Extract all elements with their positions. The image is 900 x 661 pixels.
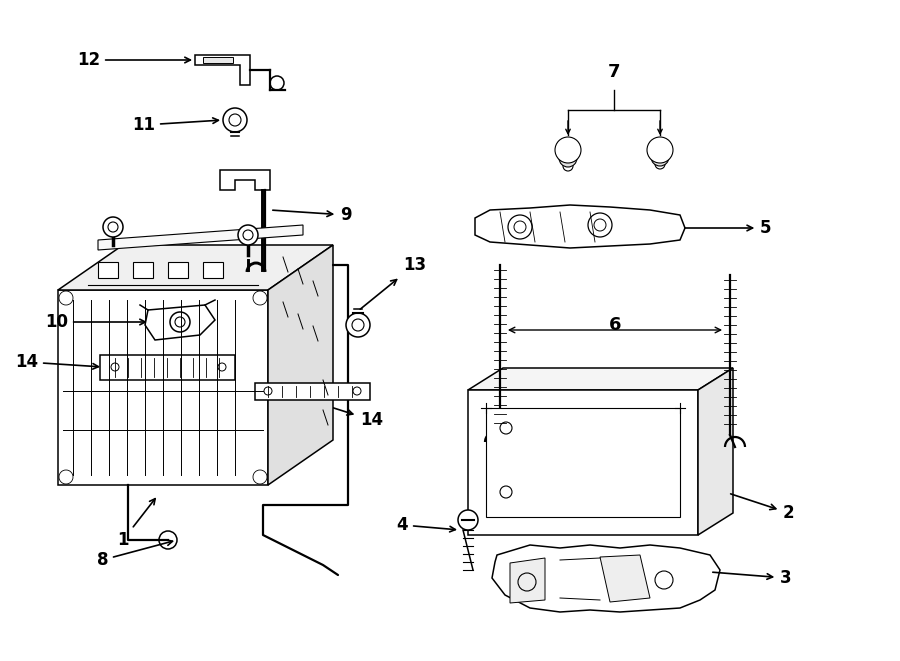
Circle shape	[458, 510, 478, 530]
Polygon shape	[468, 390, 698, 535]
Text: 2: 2	[731, 494, 795, 522]
Text: 4: 4	[396, 516, 455, 534]
Polygon shape	[58, 245, 333, 290]
Circle shape	[103, 217, 123, 237]
Polygon shape	[133, 262, 153, 278]
Polygon shape	[492, 545, 720, 612]
Polygon shape	[268, 245, 333, 485]
Text: 3: 3	[713, 569, 792, 587]
Text: 12: 12	[76, 51, 191, 69]
Text: 8: 8	[96, 540, 173, 569]
Polygon shape	[100, 355, 235, 380]
Polygon shape	[203, 57, 233, 63]
Polygon shape	[255, 383, 370, 400]
Polygon shape	[98, 262, 118, 278]
Text: 9: 9	[273, 206, 352, 224]
Polygon shape	[220, 170, 270, 190]
Text: 14: 14	[283, 392, 383, 429]
Polygon shape	[510, 558, 545, 603]
Circle shape	[346, 313, 370, 337]
Circle shape	[238, 225, 258, 245]
Polygon shape	[98, 225, 303, 250]
Text: 5: 5	[685, 219, 771, 237]
Circle shape	[655, 159, 665, 169]
Circle shape	[647, 137, 673, 163]
Polygon shape	[168, 262, 188, 278]
Text: 7: 7	[608, 63, 620, 81]
Text: 14: 14	[15, 353, 98, 371]
Polygon shape	[203, 262, 223, 278]
Polygon shape	[600, 555, 650, 602]
Circle shape	[559, 149, 577, 167]
Circle shape	[651, 148, 669, 166]
Polygon shape	[58, 290, 268, 485]
Text: 1: 1	[117, 498, 155, 549]
Text: 6: 6	[608, 316, 621, 334]
Text: 11: 11	[132, 116, 219, 134]
Polygon shape	[475, 205, 685, 248]
Polygon shape	[195, 55, 250, 85]
Circle shape	[555, 137, 581, 163]
Polygon shape	[145, 305, 215, 340]
Polygon shape	[468, 368, 733, 390]
Text: 10: 10	[45, 313, 146, 331]
Text: 13: 13	[360, 256, 426, 309]
Polygon shape	[698, 368, 733, 535]
Circle shape	[563, 161, 573, 171]
Circle shape	[223, 108, 247, 132]
Polygon shape	[486, 408, 680, 517]
